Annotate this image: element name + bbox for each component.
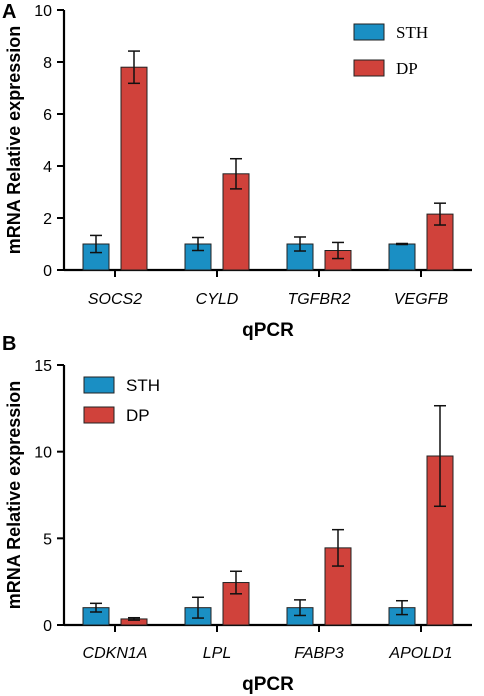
legend-label: DP <box>126 406 150 425</box>
y-tick-label: 4 <box>43 159 52 176</box>
legend-swatch-sth <box>353 23 385 41</box>
panel-a: A 0 2 4 6 8 10 SOCS2 CYLD TGFBR2 VEGFB mRNA Relativ… <box>2 1 472 341</box>
category-label: CDKN1A <box>83 645 148 662</box>
y-tick-label: 15 <box>34 358 52 375</box>
dp-bar <box>120 66 148 271</box>
y-tick-label: 0 <box>43 263 52 280</box>
y-tick-label: 10 <box>34 445 52 462</box>
y-tick-label: 5 <box>43 531 52 548</box>
y-tick-label: 10 <box>34 3 52 20</box>
legend-label: DP <box>396 59 418 78</box>
y-tick-label: 6 <box>43 107 52 124</box>
panel-letter: A <box>2 1 16 23</box>
legend-swatch-dp <box>83 406 115 424</box>
legend-swatch-sth <box>83 376 115 394</box>
legend-swatch-dp <box>353 59 385 77</box>
panel-b: B 0 5 10 15 CDKN1A LPL FABP3 APOLD1 mRNA Relative… <box>2 333 472 695</box>
category-label: VEGFB <box>394 291 449 308</box>
legend-label: STH <box>126 376 160 395</box>
category-label: CYLD <box>196 291 239 308</box>
y-tick-label: 2 <box>43 211 52 228</box>
category-label: FABP3 <box>294 645 344 662</box>
legend-label: STH <box>396 23 428 42</box>
sth-bar <box>388 243 416 271</box>
panel-letter: B <box>2 333 16 355</box>
dp-bar <box>222 173 250 271</box>
y-axis-title: mRNA Relative expression <box>4 26 24 254</box>
category-label: LPL <box>203 645 231 662</box>
category-label: APOLD1 <box>388 645 452 662</box>
x-axis-title: qPCR <box>242 320 294 341</box>
y-tick-label: 8 <box>43 55 52 72</box>
y-axis-title: mRNA Relative expression <box>4 381 24 609</box>
y-tick-label: 0 <box>43 618 52 635</box>
x-axis-title: qPCR <box>242 674 294 695</box>
category-label: SOCS2 <box>88 291 142 308</box>
category-label: TGFBR2 <box>287 291 350 308</box>
